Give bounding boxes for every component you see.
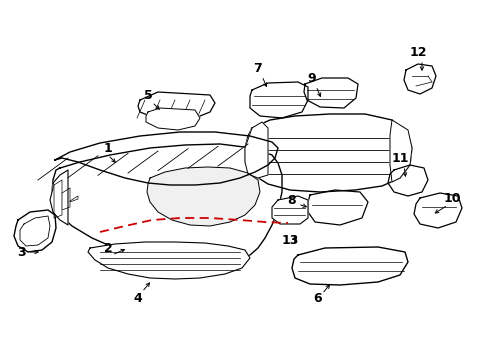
Text: 7: 7 [253, 62, 262, 75]
Text: 9: 9 [307, 72, 316, 85]
Polygon shape [387, 165, 427, 196]
Polygon shape [304, 78, 357, 108]
Polygon shape [55, 132, 278, 185]
Polygon shape [249, 82, 307, 118]
Text: 13: 13 [281, 234, 298, 247]
Polygon shape [403, 64, 435, 94]
Text: 12: 12 [408, 45, 426, 59]
Text: 5: 5 [143, 89, 152, 102]
Polygon shape [244, 114, 411, 192]
Text: 8: 8 [287, 194, 296, 207]
Polygon shape [20, 216, 50, 246]
Text: 3: 3 [18, 246, 26, 258]
Text: 2: 2 [103, 242, 112, 255]
Polygon shape [307, 190, 367, 225]
Text: 10: 10 [442, 192, 460, 204]
Polygon shape [413, 193, 461, 228]
Text: 1: 1 [103, 141, 112, 154]
Polygon shape [62, 188, 70, 210]
Text: 6: 6 [313, 292, 322, 305]
Polygon shape [14, 210, 56, 252]
Polygon shape [88, 242, 249, 279]
Polygon shape [70, 196, 78, 202]
Polygon shape [244, 122, 267, 178]
Polygon shape [271, 196, 307, 224]
Text: 11: 11 [390, 152, 408, 165]
Text: 4: 4 [133, 292, 142, 305]
Polygon shape [147, 167, 260, 226]
Polygon shape [291, 247, 407, 285]
Polygon shape [54, 180, 62, 218]
Polygon shape [50, 170, 68, 225]
Polygon shape [138, 92, 215, 120]
Polygon shape [52, 144, 282, 266]
Polygon shape [146, 108, 200, 130]
Polygon shape [389, 120, 411, 182]
